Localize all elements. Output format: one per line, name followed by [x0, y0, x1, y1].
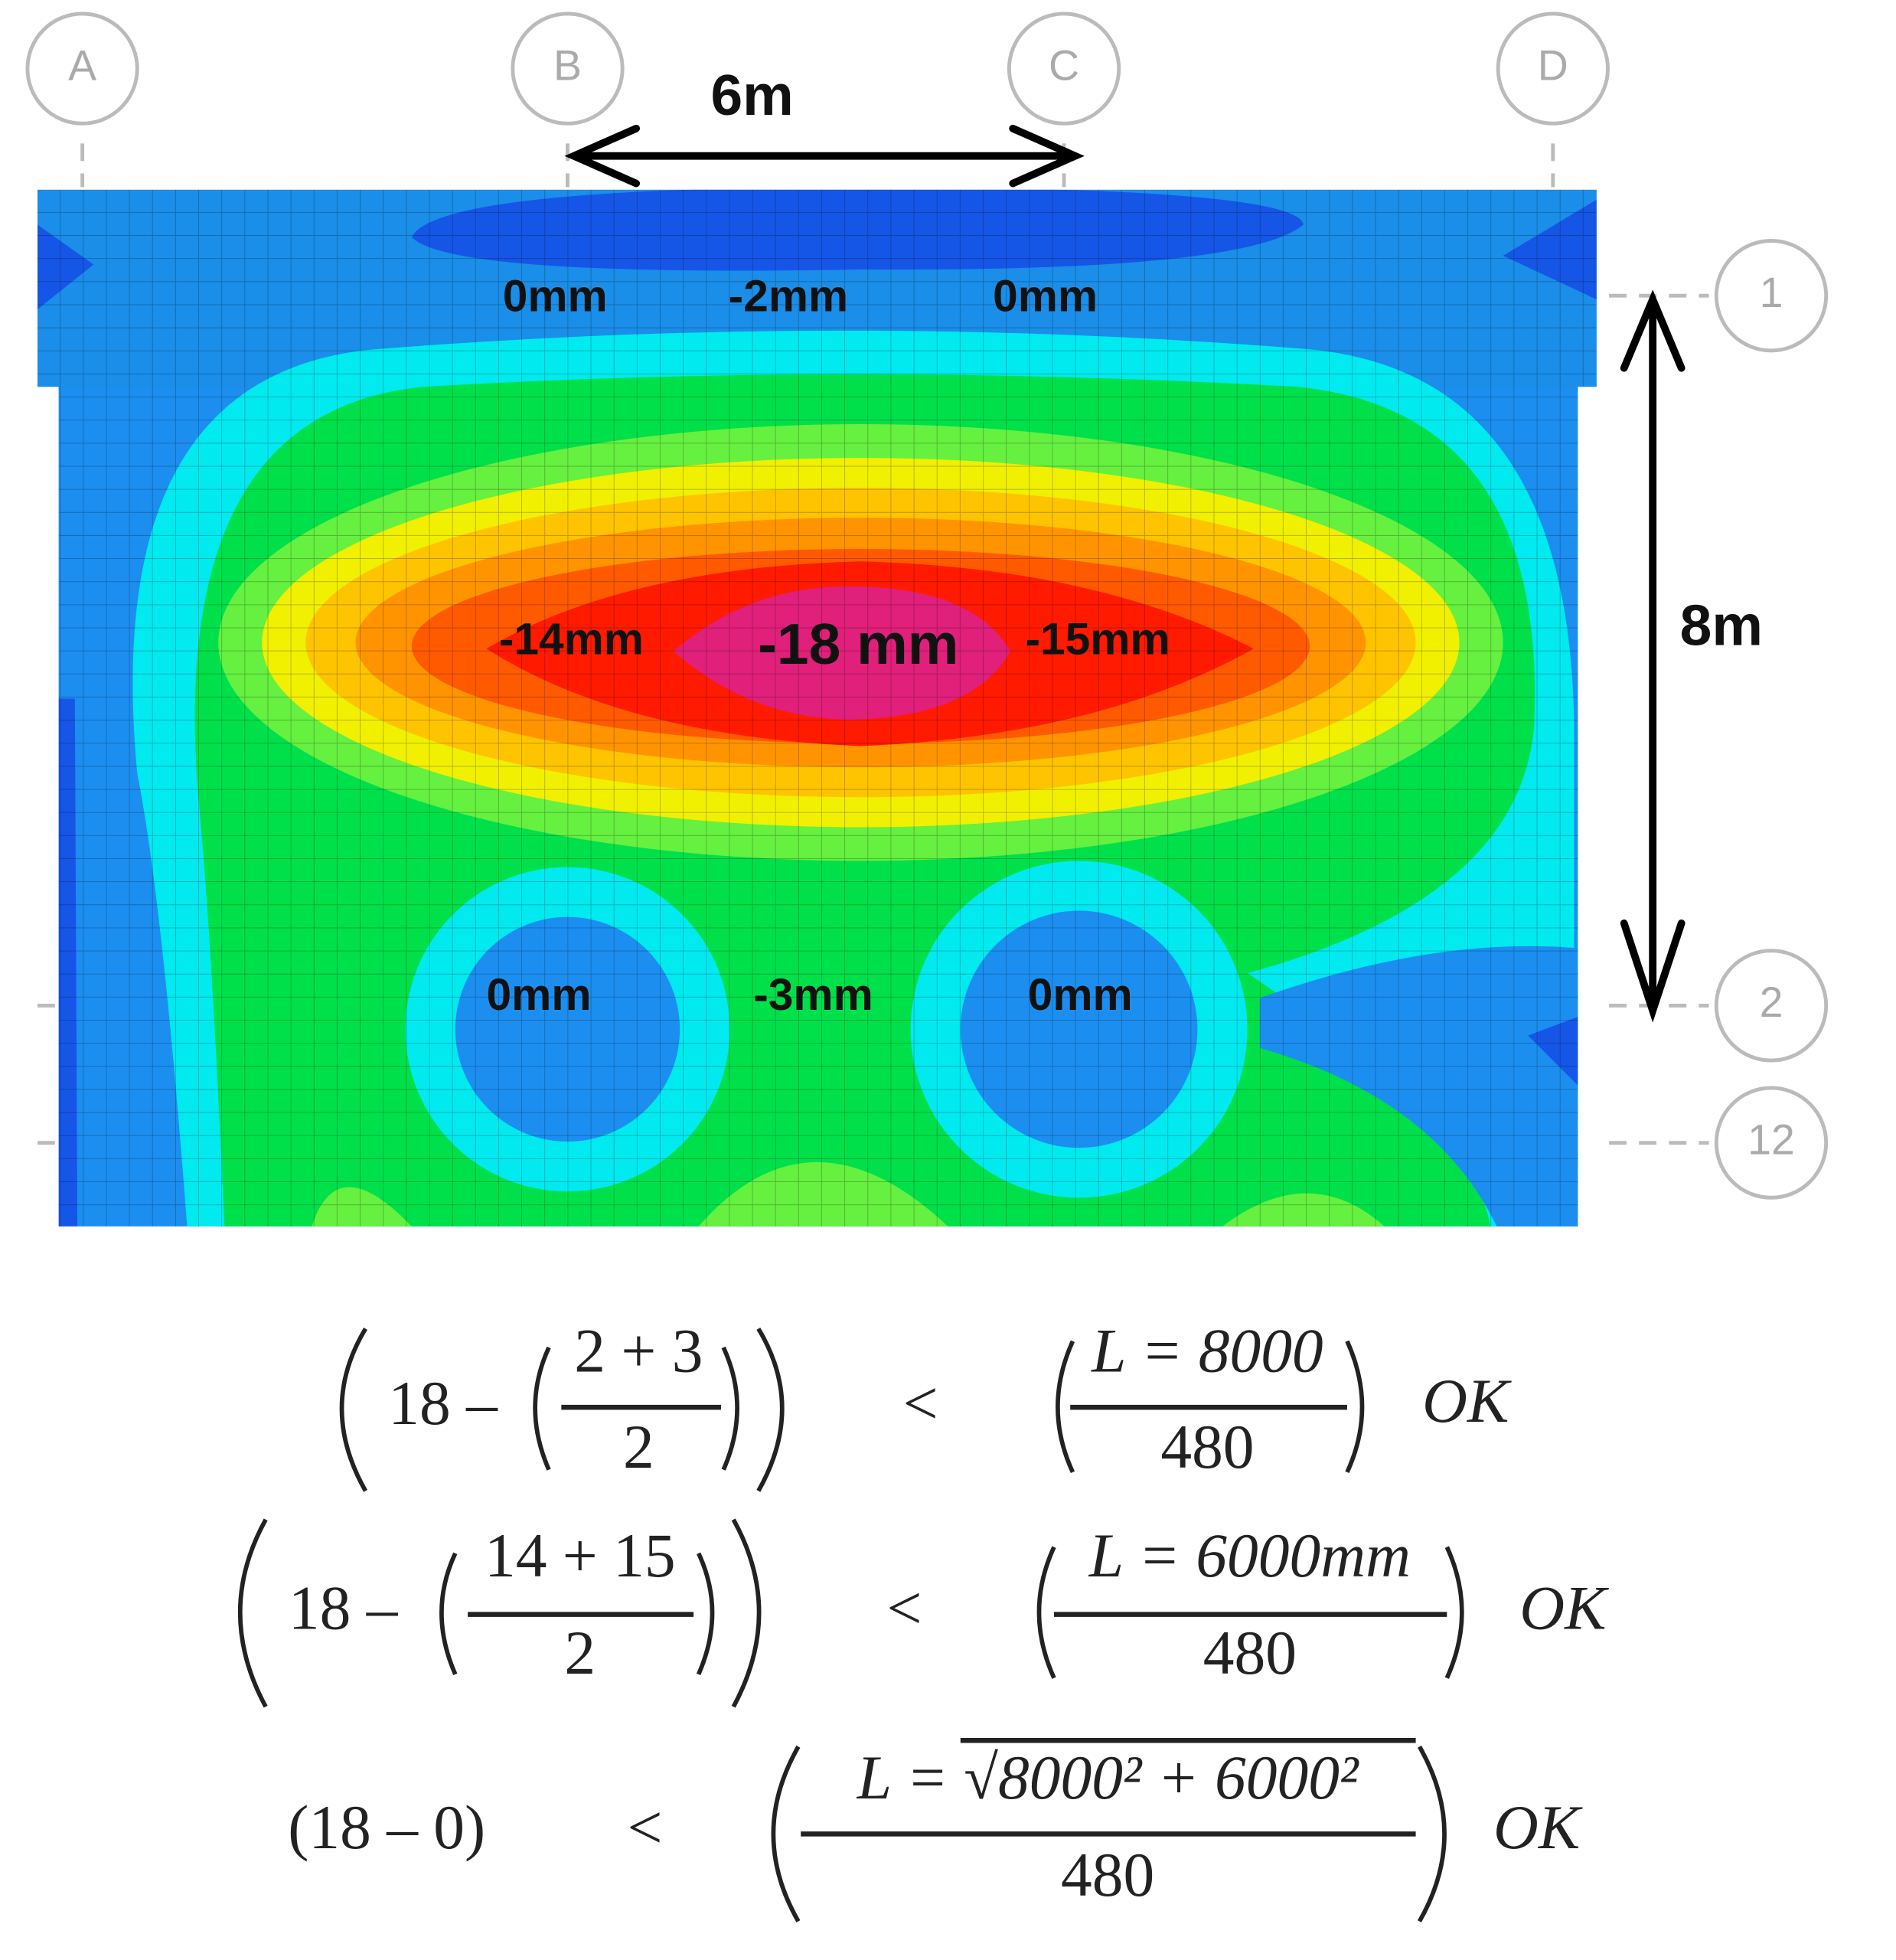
grid-label: A [68, 41, 96, 89]
grid-label: 2 [1760, 978, 1783, 1026]
equation-denominator: 2 [623, 1412, 654, 1481]
equation-numerator: L = 8000 [1091, 1316, 1323, 1386]
equation-text: 18 – [388, 1368, 498, 1438]
equation: 18 – 14 + 15 2 < L = 6000mm 480 OK [238, 1518, 1609, 1708]
contour-label: 0mm [487, 970, 592, 1020]
equation-numerator: L = √8000² + 6000² [857, 1743, 1359, 1812]
equation-result: OK [1422, 1366, 1512, 1436]
equation: (18 – 0) < L = √8000² + 6000² 480 OK [288, 1737, 1583, 1922]
contour-label: -14mm [499, 615, 644, 665]
dimension-arrows [564, 124, 1686, 1023]
grid-label: 12 [1748, 1116, 1795, 1163]
contour-label: -2mm [729, 272, 848, 322]
dimension-label: 6m [711, 63, 794, 127]
equation-result: OK [1493, 1792, 1583, 1862]
equation-text: 18 – [289, 1573, 399, 1642]
equation-numerator: L = 6000mm [1088, 1521, 1411, 1590]
contour-label: -15mm [1025, 615, 1170, 665]
equation-denominator: 480 [1061, 1840, 1154, 1909]
contour-label: -3mm [753, 970, 873, 1020]
equation-numerator: 2 + 3 [574, 1316, 703, 1386]
equation-denominator: 2 [564, 1618, 596, 1687]
contour-label: 0mm [1028, 970, 1133, 1020]
equation-relation: < [886, 1573, 922, 1642]
equation-relation: < [903, 1368, 938, 1438]
grid-label: D [1538, 41, 1568, 89]
contour-plot [37, 189, 1597, 1227]
equation-denominator: 480 [1160, 1412, 1254, 1481]
equation: 18 – 2 + 3 2 < L = 8000 480 OK [339, 1316, 1512, 1492]
equation-relation: < [628, 1792, 663, 1862]
grid-label: B [553, 41, 582, 89]
grid-markers [25, 11, 1829, 1200]
equation-numerator: 14 + 15 [485, 1521, 676, 1590]
equation-text: (18 – 0) [288, 1792, 485, 1862]
contour-label: 0mm [503, 272, 608, 322]
grid-label: C [1049, 41, 1079, 89]
equation-result: OK [1519, 1573, 1609, 1642]
contour-label: -18 mm [758, 612, 958, 676]
dimension-label: 8m [1680, 593, 1763, 658]
contour-label: 0mm [993, 272, 1098, 322]
equation-denominator: 480 [1203, 1618, 1297, 1687]
grid-label: 1 [1760, 269, 1783, 316]
